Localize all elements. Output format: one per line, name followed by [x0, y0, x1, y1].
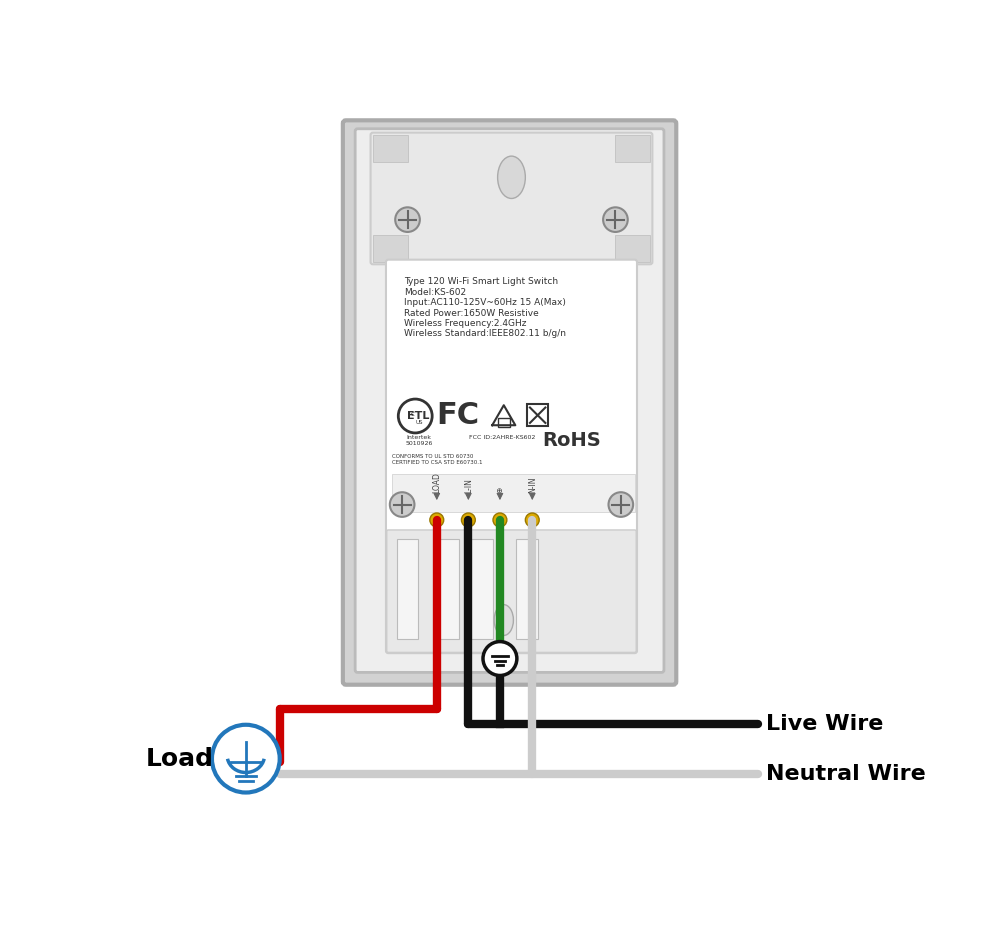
- Text: Live Wire: Live Wire: [766, 714, 883, 734]
- Circle shape: [395, 207, 420, 232]
- Text: Intertek
5010926: Intertek 5010926: [406, 435, 434, 446]
- Text: CONFORMS TO UL STD 60730
CERTIFIED TO CSA STD E60730.1: CONFORMS TO UL STD 60730 CERTIFIED TO CS…: [392, 455, 483, 465]
- Circle shape: [526, 513, 540, 527]
- Text: RoHS: RoHS: [543, 432, 601, 450]
- FancyBboxPatch shape: [371, 132, 653, 265]
- Text: Neutral Wire: Neutral Wire: [766, 764, 926, 784]
- Text: FCC ID:2AHRE-KS602: FCC ID:2AHRE-KS602: [469, 435, 536, 440]
- Circle shape: [390, 492, 415, 517]
- Bar: [498, 418, 510, 427]
- FancyBboxPatch shape: [343, 120, 677, 685]
- Bar: [471, 540, 493, 639]
- Text: LOAD: LOAD: [433, 473, 441, 493]
- Ellipse shape: [494, 605, 514, 636]
- Circle shape: [430, 513, 443, 527]
- Text: FC: FC: [436, 402, 479, 431]
- Bar: [373, 135, 408, 162]
- Bar: [392, 473, 635, 513]
- FancyBboxPatch shape: [355, 129, 664, 672]
- Circle shape: [493, 513, 507, 527]
- Text: ETL: ETL: [407, 411, 430, 421]
- Circle shape: [608, 492, 633, 517]
- Bar: [437, 540, 459, 639]
- Bar: [373, 235, 408, 262]
- Ellipse shape: [498, 157, 526, 199]
- Bar: [615, 235, 650, 262]
- Text: N-IN: N-IN: [528, 476, 537, 493]
- Text: L-IN: L-IN: [464, 478, 473, 493]
- Text: US: US: [416, 419, 423, 425]
- Circle shape: [212, 725, 280, 792]
- Circle shape: [483, 641, 517, 676]
- FancyBboxPatch shape: [387, 530, 636, 652]
- Text: Type 120 Wi-Fi Smart Light Switch
Model:KS-602
Input:AC110-125V~60Hz 15 A(Max)
R: Type 120 Wi-Fi Smart Light Switch Model:…: [404, 278, 565, 338]
- Circle shape: [461, 513, 475, 527]
- Bar: [516, 540, 538, 639]
- FancyBboxPatch shape: [386, 260, 637, 653]
- Bar: [615, 135, 650, 162]
- Text: Load: Load: [146, 747, 213, 771]
- Bar: [397, 540, 419, 639]
- Text: c: c: [411, 411, 415, 417]
- Bar: [527, 404, 549, 426]
- Text: ⊕: ⊕: [495, 487, 504, 493]
- Circle shape: [603, 207, 628, 232]
